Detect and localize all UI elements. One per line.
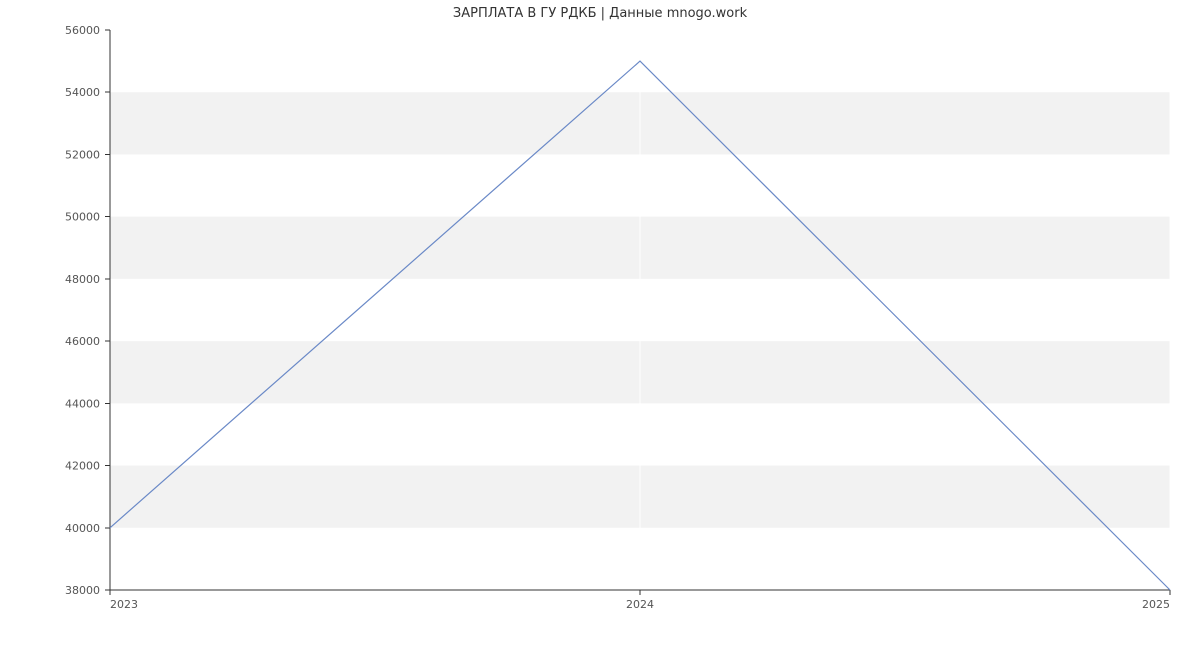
y-tick-label: 52000	[65, 148, 100, 161]
x-tick-label: 2025	[1142, 598, 1170, 611]
y-tick-label: 50000	[65, 211, 100, 224]
y-tick-label: 48000	[65, 273, 100, 286]
y-tick-label: 46000	[65, 335, 100, 348]
y-tick-label: 40000	[65, 522, 100, 535]
y-tick-label: 54000	[65, 86, 100, 99]
y-tick-label: 56000	[65, 24, 100, 37]
chart-title: ЗАРПЛАТА В ГУ РДКБ | Данные mnogo.work	[0, 6, 1200, 21]
x-tick-label: 2024	[626, 598, 654, 611]
chart-svg: 38000 40000 42000 44000 46000 48000 50000 52000…	[0, 0, 1200, 650]
x-tick-label: 2023	[110, 598, 138, 611]
y-tick-label: 44000	[65, 397, 100, 410]
y-tick-label: 42000	[65, 460, 100, 473]
salary-line-chart: ЗАРПЛАТА В ГУ РДКБ | Данные mnogo.work 3…	[0, 0, 1200, 650]
y-tick-label: 38000	[65, 584, 100, 597]
